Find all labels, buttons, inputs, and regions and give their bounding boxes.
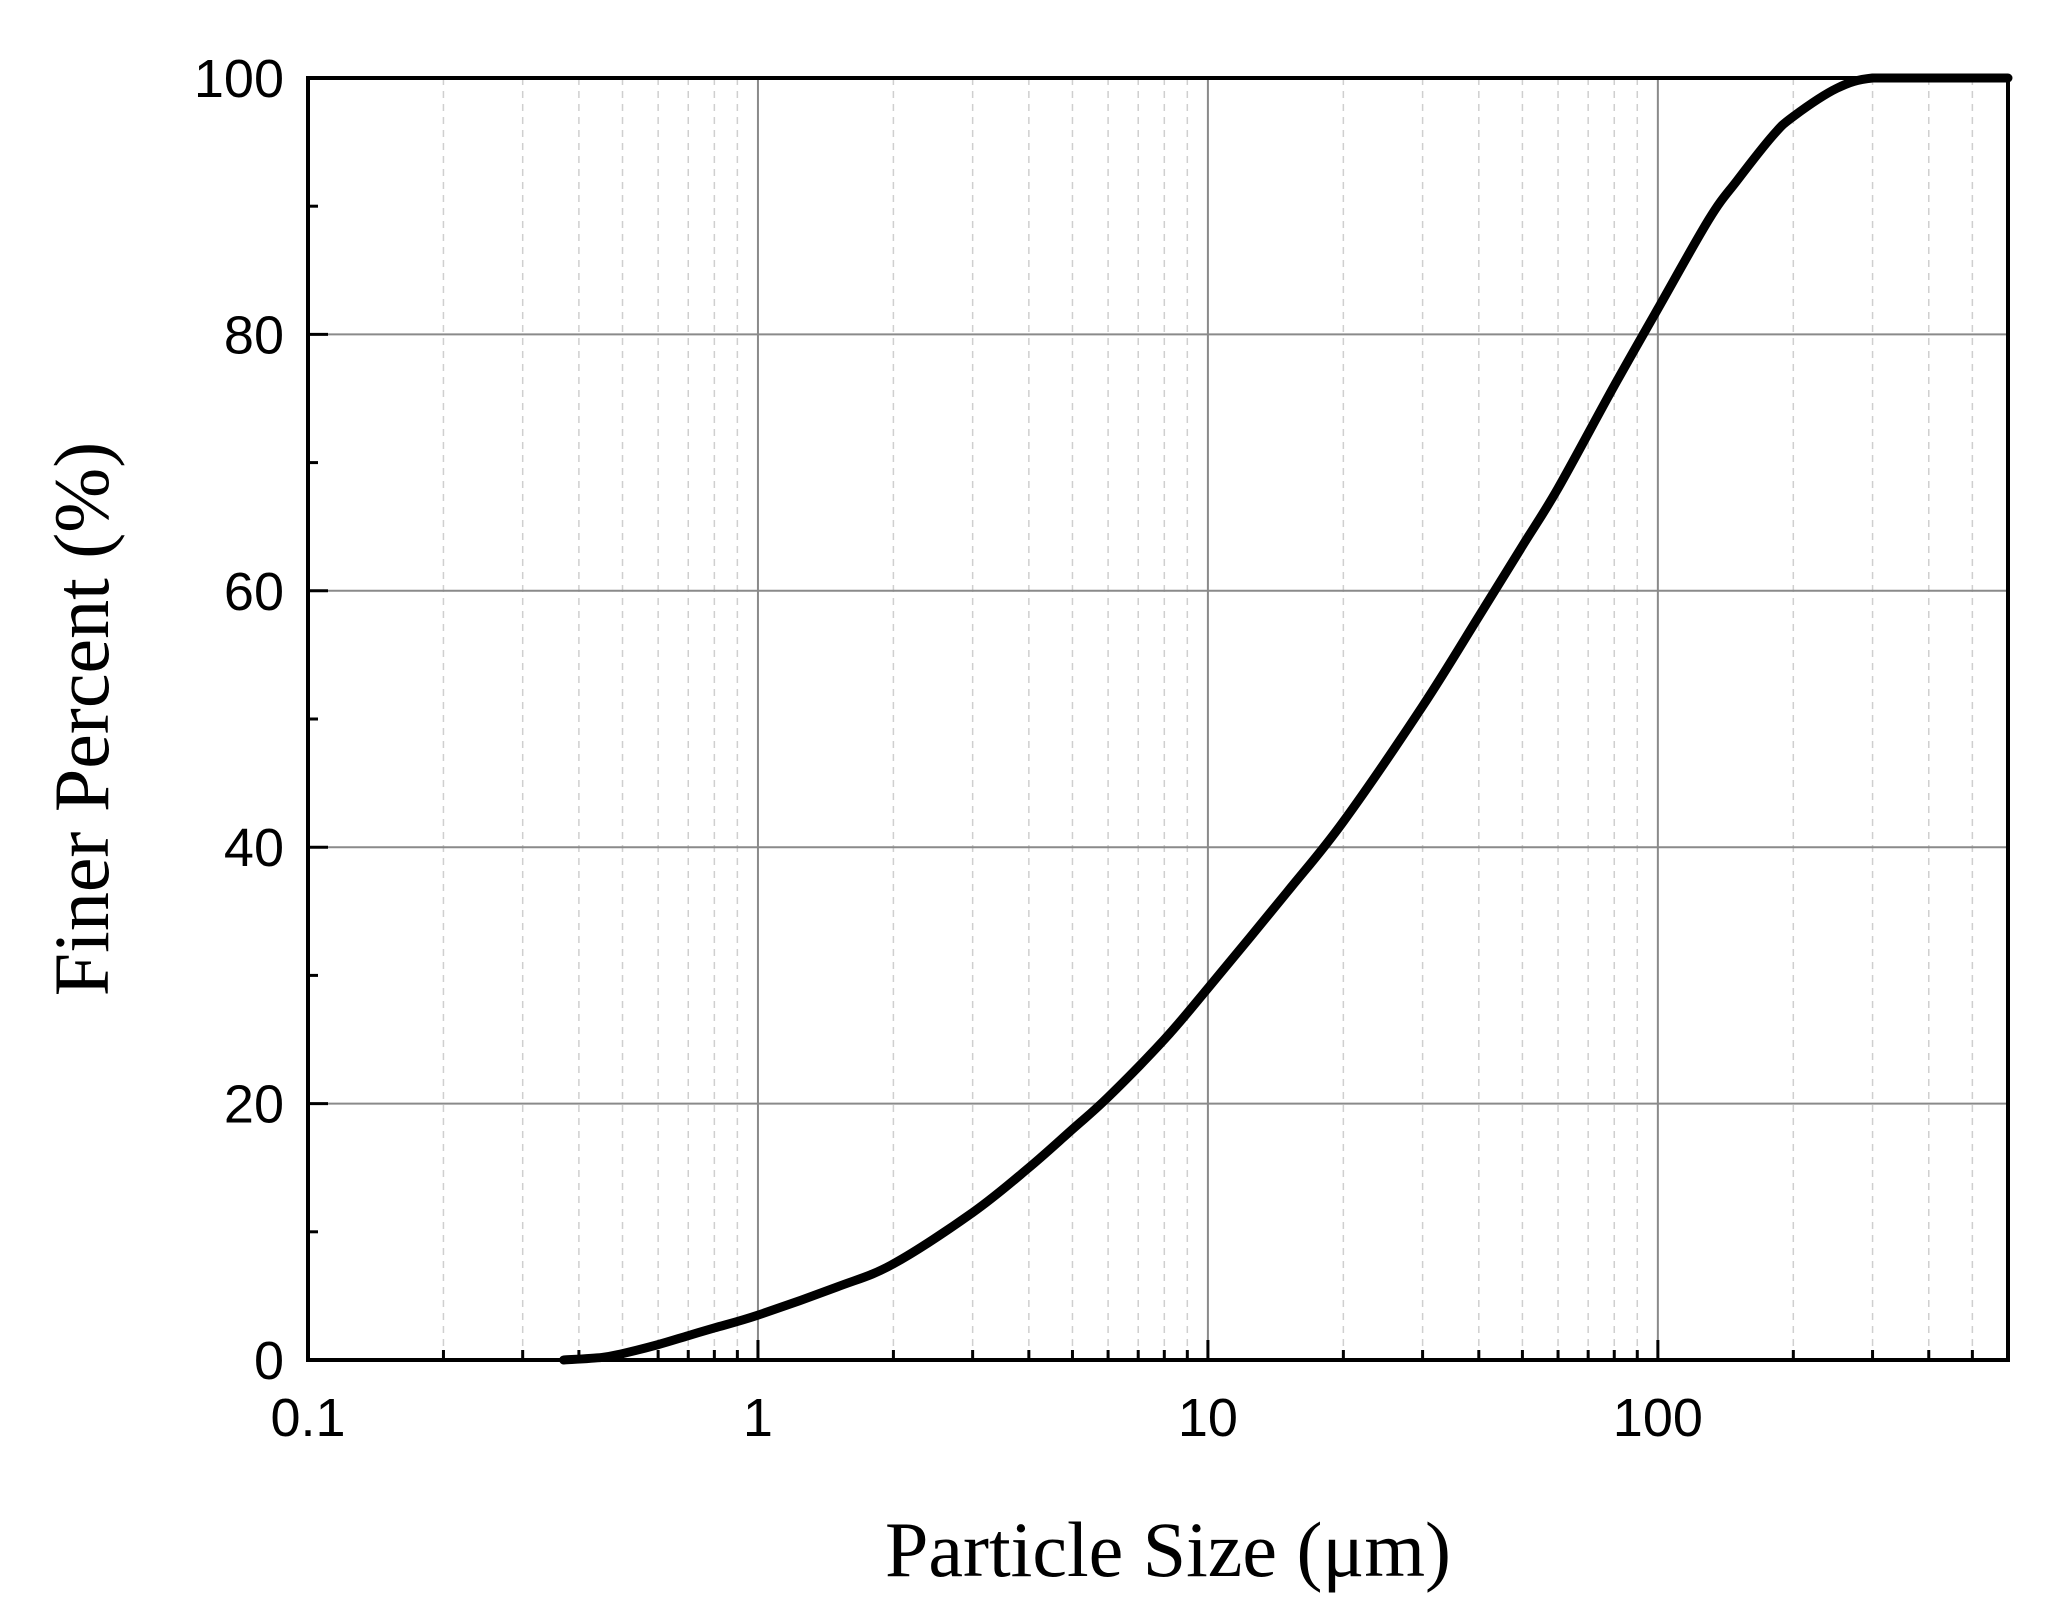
y-tick-label: 60: [224, 562, 284, 622]
x-tick-label: 10: [1178, 1388, 1238, 1448]
y-tick-labels: 0 20 40 60 80 100: [194, 49, 284, 1391]
minor-grid: [442, 78, 2009, 1360]
y-axis-title: Finer Percent (%): [38, 442, 125, 996]
y-tick-label: 0: [254, 1331, 284, 1391]
y-tick-label: 80: [224, 305, 284, 365]
series-layer: [559, 73, 2013, 1365]
tick-marks: [306, 76, 2010, 1362]
y-tick-label: 20: [224, 1075, 284, 1135]
x-tick-label: 0.1: [270, 1388, 345, 1448]
x-tick-label: 1: [743, 1388, 773, 1448]
x-tick-label: 100: [1613, 1388, 1703, 1448]
x-axis-title: Particle Size (μm): [885, 1506, 1451, 1593]
x-tick-labels: 0.1 1 10 100: [270, 1388, 1702, 1448]
finer-percent-curve: [559, 73, 2013, 1365]
y-tick-label: 100: [194, 49, 284, 109]
plot-frame: [306, 76, 2010, 1362]
major-grid: [307, 77, 2008, 1361]
y-tick-label: 40: [224, 818, 284, 878]
